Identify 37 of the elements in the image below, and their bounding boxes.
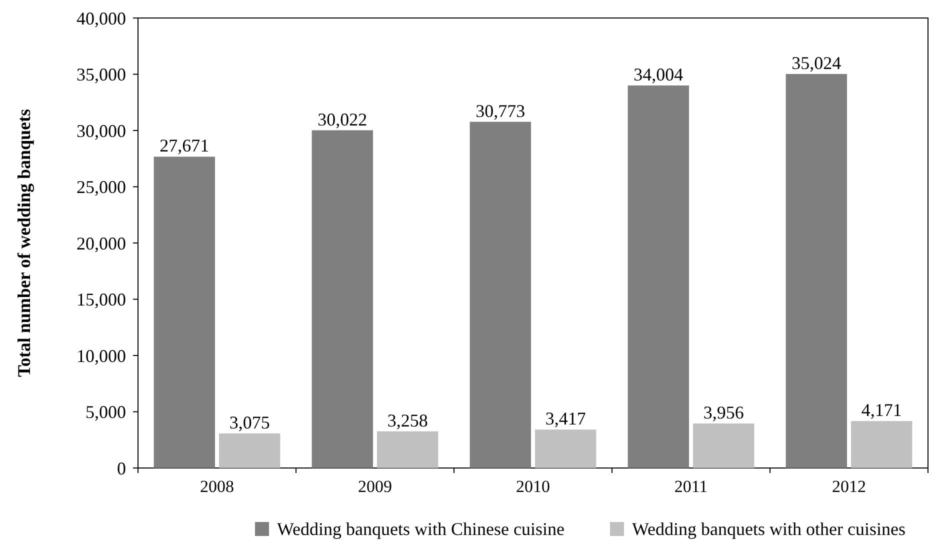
- y-tick-label: 15,000: [76, 290, 126, 310]
- y-tick-label: 25,000: [76, 177, 126, 198]
- y-axis-title: Total number of wedding banquets: [14, 108, 34, 378]
- y-tick-label: 10,000: [76, 346, 126, 366]
- bar: [470, 122, 531, 468]
- x-tick-label: 2010: [516, 477, 550, 496]
- bar: [851, 421, 912, 468]
- bar: [693, 423, 754, 468]
- data-label: 3,075: [229, 412, 270, 432]
- x-tick-label: 2008: [200, 477, 234, 496]
- bar: [312, 130, 373, 468]
- bar: [786, 74, 847, 468]
- data-label: 27,671: [160, 136, 210, 156]
- y-tick-label: 0: [117, 458, 126, 478]
- x-tick-label: 2009: [358, 477, 392, 496]
- bar: [535, 430, 596, 468]
- y-tick-label: 35,000: [76, 64, 126, 85]
- data-label: 30,022: [318, 109, 368, 130]
- y-tick-label: 20,000: [76, 233, 126, 254]
- data-label: 35,024: [792, 52, 842, 73]
- bar: [219, 433, 280, 468]
- y-tick-label: 30,000: [76, 120, 126, 141]
- data-label: 34,004: [634, 64, 684, 84]
- y-tick-label: 5,000: [86, 402, 126, 422]
- y-tick-label: 40,000: [76, 8, 126, 28]
- x-tick-label: 2011: [674, 477, 708, 496]
- data-label: 4,171: [861, 400, 902, 420]
- legend-label: Wedding banquets with Chinese cuisine: [277, 519, 565, 539]
- data-label: 3,258: [387, 410, 428, 430]
- bar: [154, 156, 215, 468]
- bar: [377, 431, 438, 468]
- x-tick-label: 2012: [832, 477, 866, 496]
- data-label: 3,417: [545, 408, 586, 429]
- bar: [628, 85, 689, 468]
- legend-label: Wedding banquets with other cuisines: [632, 519, 906, 539]
- data-label: 30,773: [476, 100, 526, 121]
- data-label: 3,956: [703, 402, 744, 422]
